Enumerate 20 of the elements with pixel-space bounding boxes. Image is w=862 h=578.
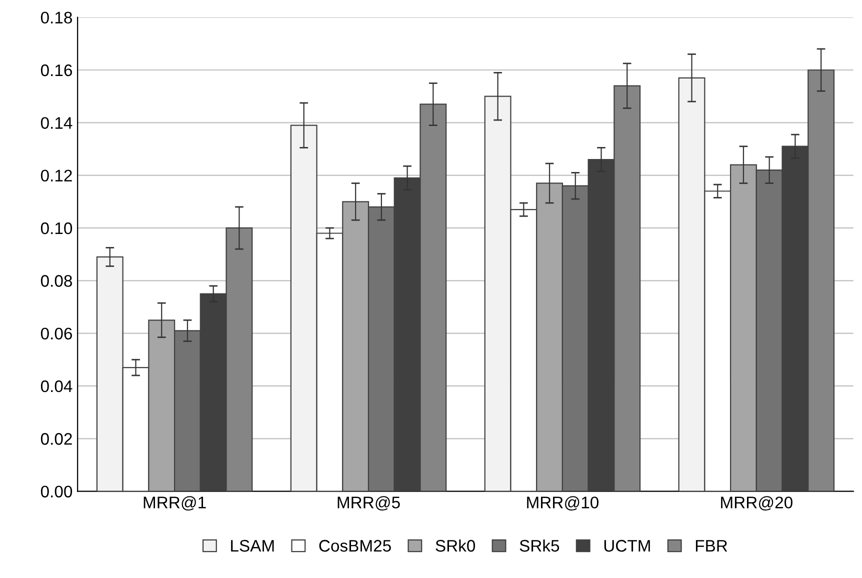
y-tick-label: 0.02	[40, 433, 72, 445]
y-tick-label: 0.16	[40, 64, 72, 76]
legend-label: LSAM	[231, 540, 274, 552]
legend-label: UCTM	[604, 540, 650, 552]
y-tick-label: 0.06	[40, 328, 72, 340]
y-tick-label: 0.00	[40, 486, 72, 498]
legend-label: SRk5	[520, 539, 560, 552]
x-tick-label: MRR@5	[338, 496, 400, 511]
legend-label: SRk0	[436, 539, 476, 552]
y-tick-label: 0.08	[40, 275, 72, 287]
y-tick-label: 0.18	[40, 12, 72, 24]
y-tick-label: 0.04	[40, 380, 72, 392]
legend-label: FBR	[696, 540, 728, 552]
x-tick-label: MRR@20	[721, 496, 792, 511]
y-tick-label: 0.14	[40, 117, 72, 129]
y-tick-label: 0.10	[40, 222, 72, 234]
y-tick-label: 0.12	[40, 170, 72, 182]
x-tick-label: MRR@10	[527, 496, 599, 511]
legend-label: CosBM25	[319, 540, 391, 552]
x-tick-label: MRR@1	[144, 496, 206, 511]
